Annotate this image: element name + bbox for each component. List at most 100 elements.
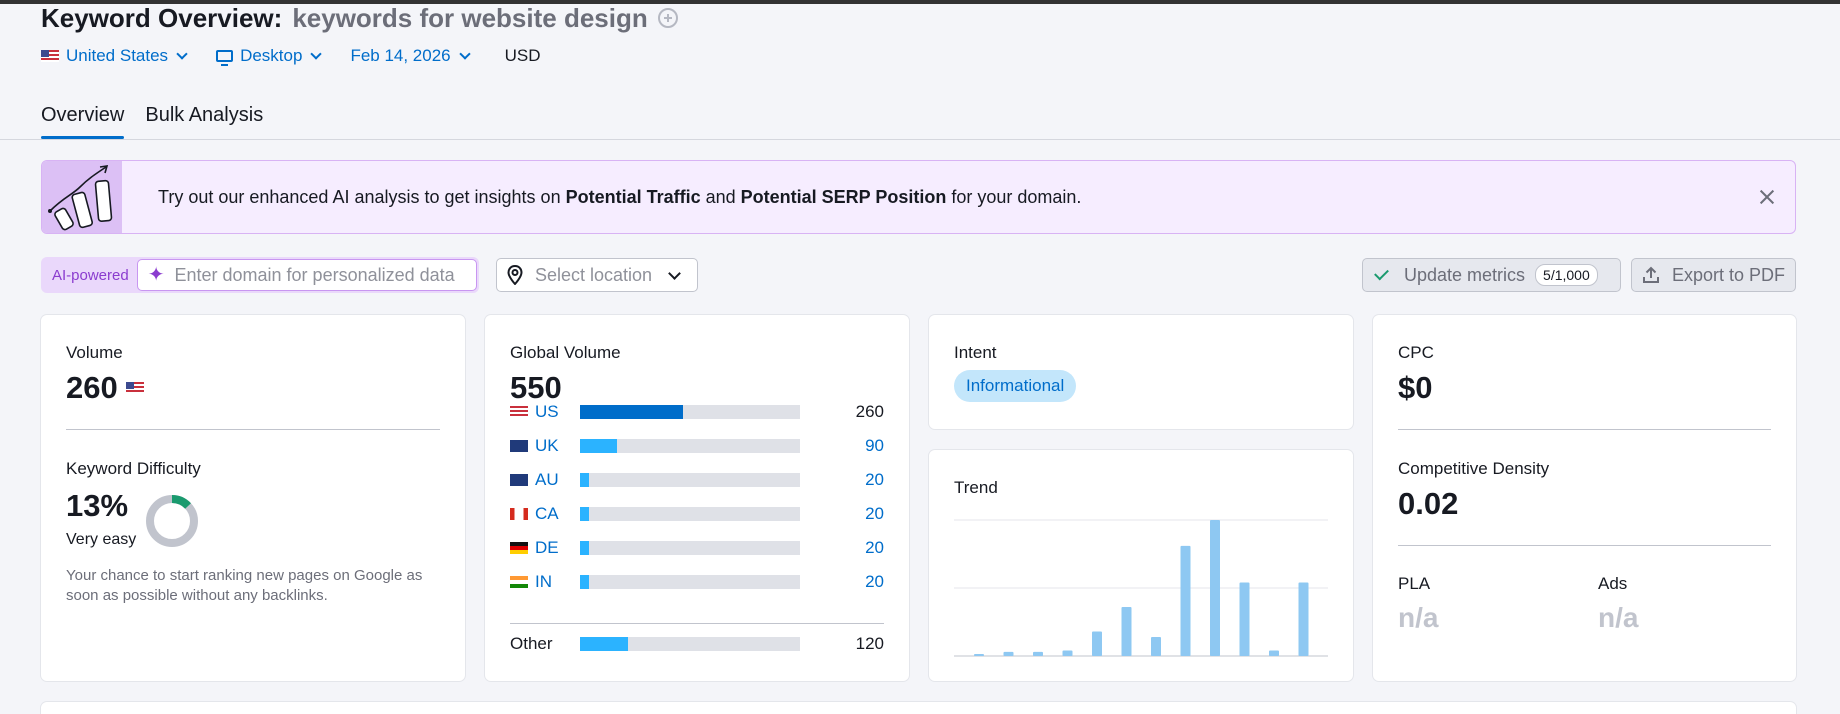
country-bar-fill bbox=[580, 541, 589, 555]
location-select-label: Select location bbox=[535, 264, 653, 285]
country-row-de: DE 20 bbox=[510, 537, 884, 559]
ai-promo-banner: Try out our enhanced AI analysis to get … bbox=[41, 160, 1796, 234]
tabs-divider bbox=[0, 139, 1840, 140]
country-row-other: Other 120 bbox=[510, 633, 884, 655]
country-value[interactable]: 20 bbox=[865, 504, 884, 523]
country-code-link[interactable]: UK bbox=[535, 436, 559, 455]
banner-message: Try out our enhanced AI analysis to get … bbox=[158, 187, 1081, 208]
country-code-link[interactable]: DE bbox=[535, 538, 559, 557]
country-bar-fill bbox=[580, 507, 589, 521]
location-select[interactable]: Select location bbox=[496, 258, 698, 292]
export-pdf-button[interactable]: Export to PDF bbox=[1631, 258, 1796, 292]
uk-flag-icon bbox=[510, 440, 528, 452]
trend-bar[interactable] bbox=[1298, 582, 1309, 656]
country-code-link[interactable]: AU bbox=[535, 470, 559, 489]
device-filter-label: Desktop bbox=[240, 46, 303, 65]
country-bar-fill bbox=[580, 637, 629, 651]
trend-bar[interactable] bbox=[1269, 650, 1279, 656]
global-volume-label: Global Volume bbox=[510, 343, 621, 362]
country-bar-fill bbox=[580, 473, 589, 487]
currency-label: USD bbox=[504, 46, 541, 65]
country-row-uk: UK 90 bbox=[510, 435, 884, 457]
trend-bar[interactable] bbox=[1092, 631, 1102, 656]
country-value[interactable]: 20 bbox=[865, 572, 884, 591]
kd-description: Your chance to start ranking new pages o… bbox=[66, 567, 423, 604]
domain-input-wrapper: ✦ bbox=[136, 259, 477, 291]
country-bar-track bbox=[580, 575, 800, 589]
tab-bulk-analysis[interactable]: Bulk Analysis bbox=[145, 104, 264, 126]
trend-bar[interactable] bbox=[1239, 582, 1250, 656]
check-icon bbox=[1374, 265, 1389, 281]
country-code-link[interactable]: IN bbox=[535, 572, 552, 591]
trend-bar[interactable] bbox=[1003, 651, 1014, 656]
trend-bar[interactable] bbox=[1151, 636, 1161, 656]
us-flag-icon bbox=[510, 406, 528, 418]
country-filter[interactable]: United States bbox=[41, 46, 188, 66]
de-flag-icon bbox=[510, 542, 528, 554]
sparkle-icon: ✦ bbox=[147, 264, 165, 286]
country-value[interactable]: 90 bbox=[865, 436, 884, 455]
countries-divider bbox=[510, 623, 884, 624]
chevron-down-icon bbox=[176, 48, 188, 60]
cpc-value: $0 bbox=[1398, 370, 1433, 405]
page-title-label: Keyword Overview: bbox=[41, 2, 283, 33]
trend-bar[interactable] bbox=[1033, 651, 1043, 656]
trend-chart bbox=[954, 519, 1328, 657]
country-bar-fill bbox=[580, 405, 684, 419]
country-bar-fill bbox=[580, 575, 589, 589]
country-bar-track bbox=[580, 507, 800, 521]
add-keyword-icon[interactable] bbox=[657, 8, 678, 28]
volume-value-row: 260 bbox=[66, 370, 144, 406]
country-value[interactable]: 20 bbox=[865, 470, 884, 489]
ads-label: Ads bbox=[1598, 574, 1628, 593]
device-filter[interactable]: Desktop bbox=[216, 46, 323, 66]
next-section-card bbox=[41, 702, 1796, 714]
banner-text-3: for your domain. bbox=[946, 187, 1082, 207]
banner-bold-traffic: Potential Traffic bbox=[565, 187, 701, 207]
trend-bar[interactable] bbox=[1180, 545, 1191, 656]
ads-value: n/a bbox=[1598, 602, 1639, 633]
tab-bar: Overview Bulk Analysis bbox=[41, 100, 284, 140]
cpc-divider bbox=[1398, 429, 1771, 430]
ai-powered-label: AI-powered bbox=[52, 266, 129, 284]
country-other-label: Other bbox=[510, 634, 553, 653]
update-metrics-button[interactable]: Update metrics 5/1,000 bbox=[1362, 258, 1621, 292]
trend-bar[interactable] bbox=[1121, 607, 1132, 656]
au-flag-icon bbox=[510, 474, 528, 486]
export-pdf-label: Export to PDF bbox=[1672, 264, 1786, 285]
country-bar-track bbox=[580, 439, 800, 453]
country-code-link[interactable]: CA bbox=[535, 504, 559, 523]
trend-label: Trend bbox=[954, 478, 998, 497]
global-volume-card: Global Volume 550 US 260 UK 90 AU 20 CA 20 DE 20 I… bbox=[485, 315, 909, 681]
filters-bar: United States Desktop Feb 14, 2026 USD bbox=[41, 44, 541, 68]
country-code-link[interactable]: US bbox=[535, 402, 559, 421]
trend-bar[interactable] bbox=[1210, 520, 1220, 656]
domain-input[interactable] bbox=[174, 264, 465, 286]
volume-divider bbox=[66, 429, 440, 430]
trend-bar[interactable] bbox=[974, 654, 984, 656]
cpc-card: CPC $0 Competitive Density 0.02 PLA n/a … bbox=[1373, 315, 1796, 681]
kd-donut-chart bbox=[146, 495, 198, 547]
kd-rating: Very easy bbox=[66, 531, 137, 548]
us-flag-icon bbox=[125, 382, 144, 394]
tab-overview[interactable]: Overview bbox=[41, 100, 125, 140]
banner-text-2: and bbox=[700, 187, 741, 207]
date-filter-label: Feb 14, 2026 bbox=[350, 46, 451, 65]
ai-domain-group: AI-powered ✦ bbox=[41, 257, 479, 293]
intent-badge[interactable]: Informational bbox=[954, 370, 1077, 402]
country-row-au: AU 20 bbox=[510, 469, 884, 491]
country-bar-track bbox=[580, 637, 800, 651]
growth-chart-illustration-icon bbox=[42, 161, 122, 233]
desktop-icon bbox=[216, 50, 234, 66]
trend-bar[interactable] bbox=[1062, 650, 1073, 656]
country-value: 260 bbox=[855, 402, 884, 421]
window-top-border bbox=[0, 0, 1840, 4]
density-value: 0.02 bbox=[1398, 486, 1459, 521]
date-filter[interactable]: Feb 14, 2026 bbox=[350, 46, 471, 66]
country-bar-track bbox=[580, 541, 800, 555]
country-value[interactable]: 20 bbox=[865, 538, 884, 557]
close-icon[interactable] bbox=[1759, 189, 1775, 205]
in-flag-icon bbox=[510, 576, 528, 588]
pla-label: PLA bbox=[1398, 574, 1431, 593]
upload-icon bbox=[1643, 266, 1659, 283]
